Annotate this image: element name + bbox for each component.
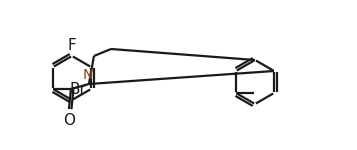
Text: Br: Br (69, 81, 86, 96)
Text: N: N (83, 68, 93, 82)
Text: F: F (67, 38, 76, 53)
Text: O: O (63, 113, 75, 128)
